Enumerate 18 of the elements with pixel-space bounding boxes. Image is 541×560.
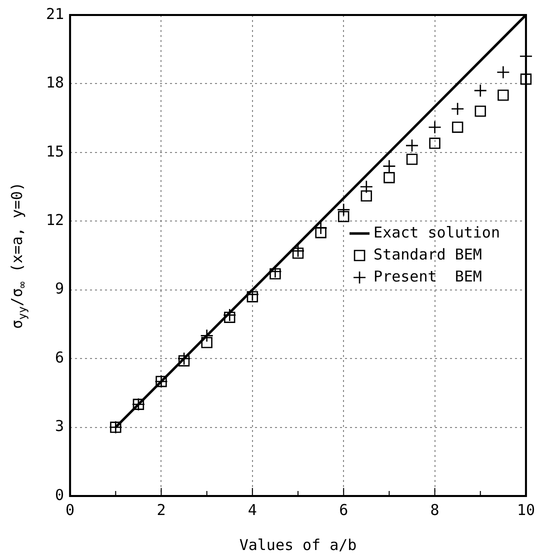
y-tick-label: 9 — [55, 280, 64, 298]
x-tick-label: 10 — [516, 500, 535, 519]
y-tick-label: 6 — [55, 348, 64, 366]
legend-label: Present BEM — [374, 267, 482, 286]
x-tick-label: 2 — [156, 500, 166, 519]
legend-label: Standard BEM — [374, 245, 482, 264]
y-tick-label: 18 — [46, 74, 64, 92]
x-tick-label: 6 — [339, 500, 348, 519]
y-tick-label: 3 — [55, 417, 64, 436]
y-tick-label: 12 — [46, 211, 64, 230]
x-tick-label: 8 — [430, 500, 440, 519]
legend-label: Exact solution — [374, 223, 500, 242]
y-tick-label: 21 — [46, 4, 64, 23]
y-axis-title: σyy/σ∞ (x=a, y=0) — [8, 182, 30, 329]
y-tick-label: 15 — [46, 142, 64, 160]
x-axis-title: Values of a/b — [239, 536, 357, 554]
x-tick-label: 4 — [248, 500, 257, 519]
y-tick-label: 0 — [55, 486, 64, 504]
